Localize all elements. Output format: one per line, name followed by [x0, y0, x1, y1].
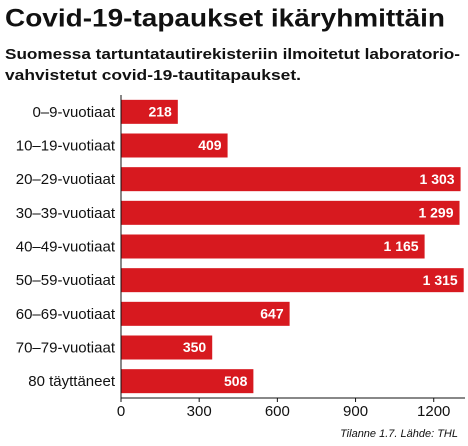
source: Tilanne 1.7. Lähde: THL	[340, 428, 458, 440]
value-label: 218	[148, 104, 172, 120]
y-tick-label: 70–79-vuotiaat	[16, 339, 116, 356]
value-label: 409	[198, 137, 222, 153]
x-tick-label: 0	[117, 403, 125, 420]
x-tick-label: 1200	[417, 403, 450, 420]
value-label: 1 315	[423, 272, 458, 288]
subtitle: Suomessa tartuntatautirekisteriin ilmoit…	[5, 46, 460, 63]
bar	[121, 268, 464, 293]
x-tick-label: 300	[187, 403, 212, 420]
bar	[121, 234, 425, 259]
bar	[121, 335, 213, 360]
y-tick-label: 40–49-vuotiaat	[16, 238, 116, 255]
y-tick-label: 60–69-vuotiaat	[16, 306, 116, 323]
value-label: 508	[224, 373, 248, 389]
bar	[121, 133, 228, 158]
y-tick-label: 30–39-vuotiaat	[16, 205, 116, 222]
bar	[121, 369, 254, 394]
bar	[121, 167, 461, 192]
y-tick-label: 50–59-vuotiaat	[16, 272, 116, 289]
subtitle: vahvistetut covid-19-tautitapaukset.	[5, 67, 301, 84]
y-tick-label: 80 täyttäneet	[28, 373, 116, 390]
bar	[121, 99, 178, 124]
x-tick-label: 900	[343, 403, 368, 420]
value-label: 1 165	[384, 238, 419, 254]
value-label: 647	[260, 306, 284, 322]
bar	[121, 200, 460, 225]
x-tick-label: 600	[265, 403, 290, 420]
bar	[121, 301, 290, 326]
chart-title: Covid-19-tapaukset ikäryhmittäin	[5, 5, 445, 33]
y-tick-label: 20–29-vuotiaat	[16, 171, 116, 188]
value-label: 1 303	[420, 171, 455, 187]
y-tick-label: 10–19-vuotiaat	[16, 137, 116, 154]
value-label: 350	[183, 339, 207, 355]
value-label: 1 299	[418, 205, 453, 221]
y-tick-label: 0–9-vuotiaat	[32, 104, 115, 121]
